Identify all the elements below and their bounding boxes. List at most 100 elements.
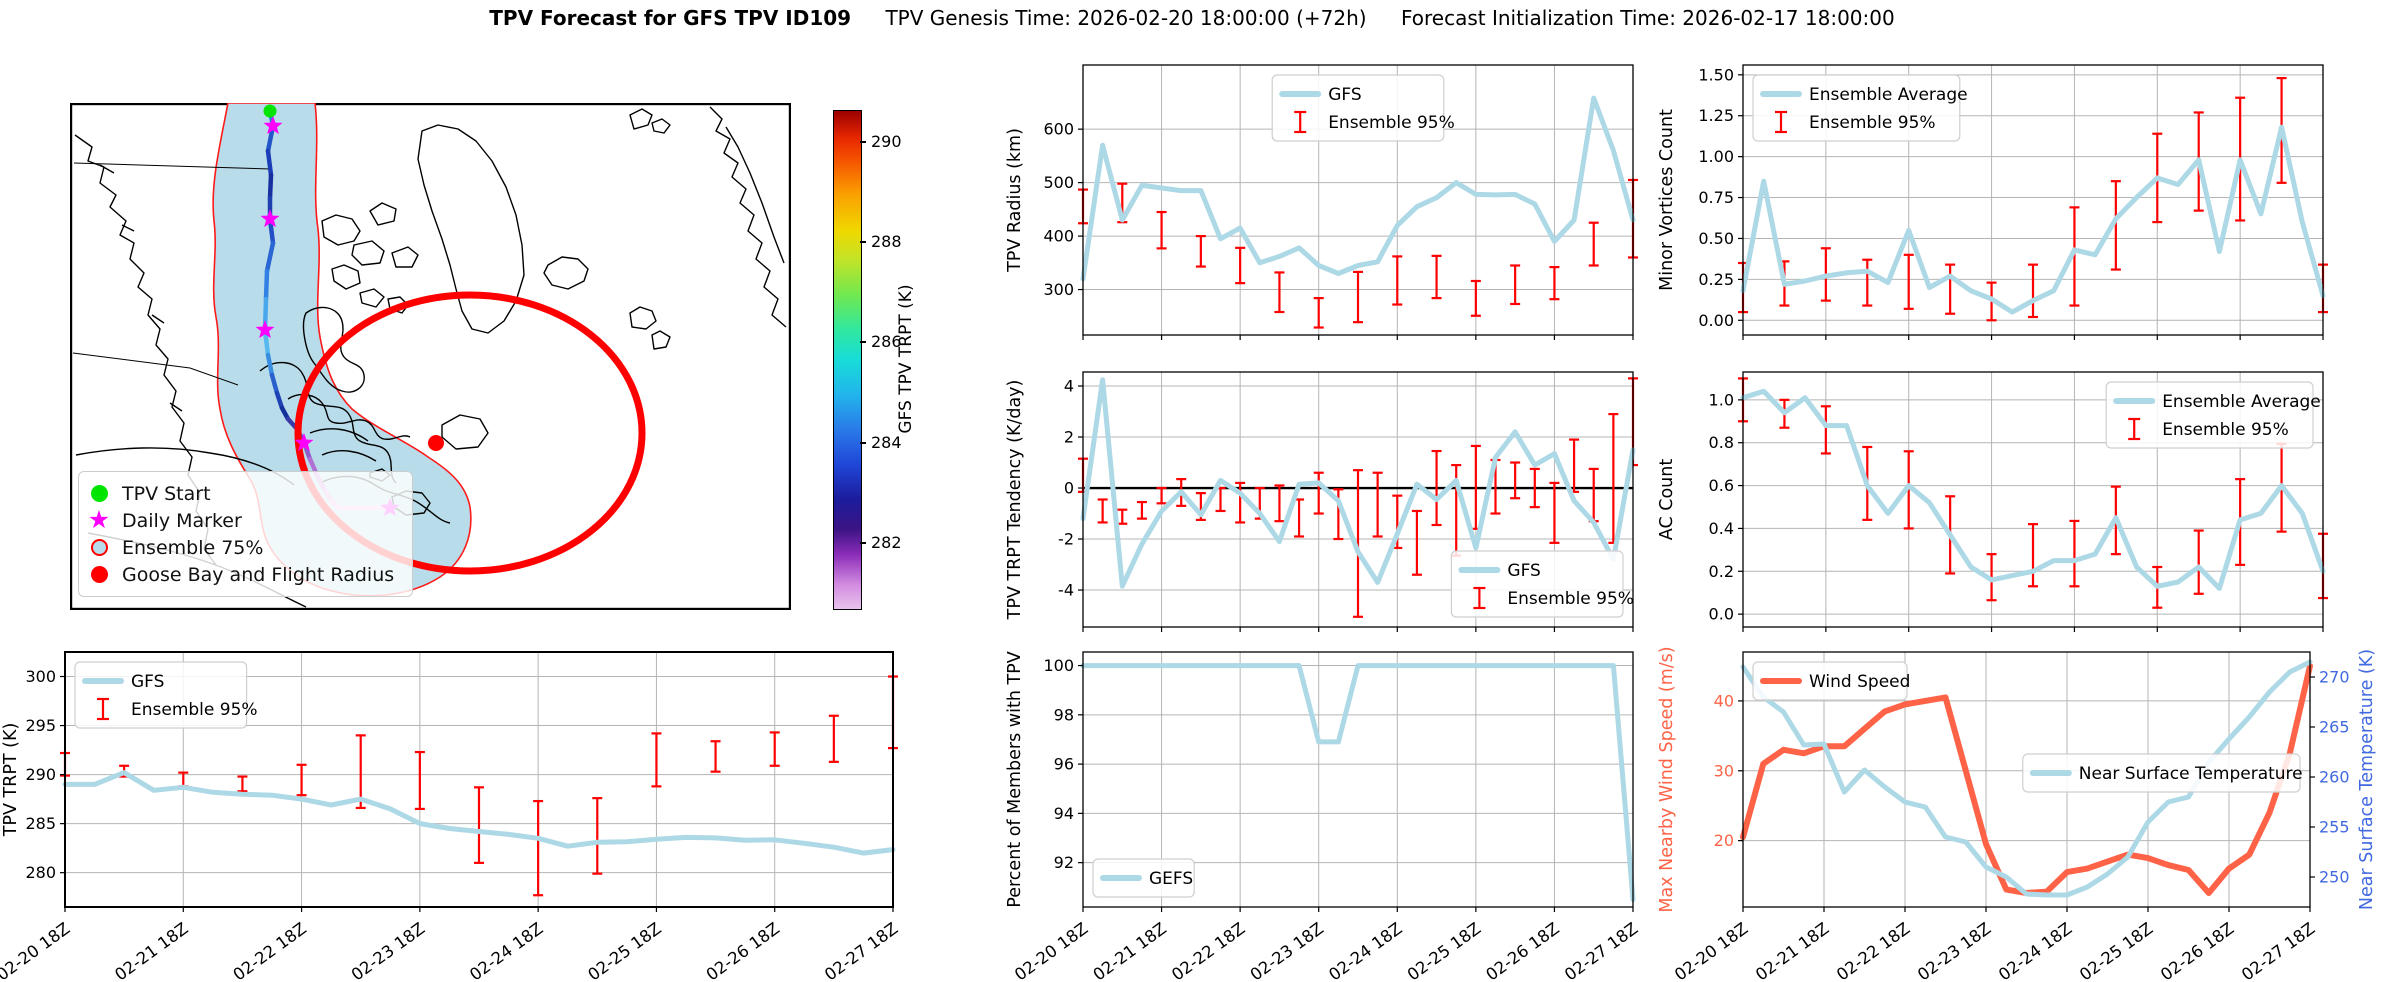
series-ensemble-average <box>1740 388 2326 591</box>
chart-legend: GFS Ensemble 95% <box>74 661 258 729</box>
y-tick-label: 100 <box>1043 656 1074 675</box>
chart-minor-vortices: 0.00 0.25 0.50 0.75 1.00 1.25 1.50 Minor Vortic… <box>1650 50 2350 354</box>
y-axis-label: TPV TRPT Tendency (K/day) <box>1005 380 1025 621</box>
legend-entry-label: Ensemble Average <box>2162 392 2321 412</box>
title-main: TPV Forecast for GFS TPV ID109 <box>489 6 852 30</box>
colorbar-tick-label: 284 <box>871 432 902 452</box>
x-tick-label: 02-23 18Z <box>1914 919 1994 982</box>
y-tick-label: 0.00 <box>1698 311 1734 330</box>
track-map: TPV Start ★ Daily Marker Ensemble 75% Go… <box>70 103 791 610</box>
y-tick-label: 0.8 <box>1709 433 1734 452</box>
chart-legend: Ensemble Average Ensemble 95% <box>2105 381 2321 449</box>
y-tick-label: 400 <box>1043 227 1074 246</box>
y-tick-label: 0.0 <box>1709 605 1734 624</box>
plot-border <box>1742 64 2324 336</box>
y-tick-label: 1.00 <box>1698 147 1734 166</box>
y-tick-label: 0.50 <box>1698 229 1734 248</box>
y-tick-label: 295 <box>25 716 56 735</box>
chart-legend: Near Surface Temperature <box>2022 753 2303 793</box>
right-y-tick-label: 250 <box>2319 868 2350 887</box>
x-tick-label: 02-27 18Z <box>1561 919 1641 982</box>
y-tick-label: 0.6 <box>1709 476 1734 495</box>
colorbar <box>833 110 862 610</box>
y-axis-label: AC Count <box>1657 459 1677 541</box>
chart-wind-temp: 20 30 40 250 255 260 265 270 02-20 18Z 02-21 18Z 0… <box>1650 637 2384 982</box>
goose-bay-dot <box>428 435 444 451</box>
y-tick-label: -4 <box>1058 581 1074 600</box>
legend-entry-label: Ensemble Average <box>1809 85 1968 105</box>
tpv-start-dot <box>263 104 277 118</box>
legend-item-daily-marker: ★ Daily Marker <box>88 507 394 534</box>
ensemble-75-icon <box>91 539 108 556</box>
y-tick-label: 0.2 <box>1709 562 1734 581</box>
y-axis-label: TPV TRPT (K) <box>1 723 21 838</box>
plot-border <box>1742 651 2311 908</box>
legend-entry-label: Ensemble 95% <box>2162 420 2289 440</box>
legend-entry-label: Ensemble 95% <box>1328 113 1455 133</box>
x-tick-label: 02-27 18Z <box>2238 919 2318 982</box>
y-tick-label: 96 <box>1054 755 1074 774</box>
y-tick-label: 290 <box>25 765 56 784</box>
legend-entry-label: Near Surface Temperature <box>2079 764 2303 784</box>
legend-item-tpv-start: TPV Start <box>91 480 394 507</box>
chart-legend: Wind Speed <box>1752 661 1910 701</box>
series-gefs <box>1080 663 1636 903</box>
colorbar-tick-mark <box>860 141 866 144</box>
right-y-tick-label: 255 <box>2319 818 2350 837</box>
plot-border <box>1742 371 2324 628</box>
x-tick-label: 02-25 18Z <box>584 919 664 982</box>
chart-tpv-radius: 300 400 500 600 TPV Radius (km) GFS Ensemble 9… <box>1000 50 1650 354</box>
y-tick-label: 285 <box>25 814 56 833</box>
legend-label: Ensemble 75% <box>122 536 264 559</box>
y-tick-label: 94 <box>1054 804 1074 823</box>
chart-percent-members: 92 94 96 98 100 02-20 18Z 02-21 18Z 02-22 18Z 02… <box>1000 637 1650 982</box>
x-tick-label: 02-21 18Z <box>111 919 191 982</box>
legend-entry-label: Ensemble 95% <box>1809 113 1936 133</box>
plot-border <box>64 651 894 908</box>
y-axis-label: Minor Vortices Count <box>1657 109 1677 291</box>
chart-legend: GEFS <box>1092 858 1195 898</box>
x-tick-label: 02-22 18Z <box>1833 919 1913 982</box>
series-gfs <box>1080 95 1636 282</box>
colorbar-tick-mark <box>860 241 866 244</box>
axis-ticks: -4 -2 0 2 4 <box>1058 377 1634 632</box>
colorbar-tick-mark <box>860 341 866 344</box>
title-init-time: Forecast Initialization Time: 2026-02-17… <box>1400 6 1895 30</box>
y-tick-label: 0.75 <box>1698 188 1734 207</box>
legend-entry-label: Ensemble 95% <box>131 700 258 720</box>
chart-legend: GFS Ensemble 95% <box>1450 550 1634 618</box>
plot-border <box>1082 371 1634 628</box>
plot-border <box>1082 651 1634 908</box>
x-tick-label: 02-23 18Z <box>348 919 428 982</box>
tpv-start-icon <box>91 485 108 502</box>
y-tick-label: 4 <box>1064 377 1074 396</box>
legend-entry-label: Wind Speed <box>1809 672 1910 692</box>
x-tick-label: 02-25 18Z <box>1404 919 1484 982</box>
colorbar-tick-mark <box>860 441 866 444</box>
y-tick-label: 40 <box>1714 691 1734 710</box>
x-tick-label: 02-23 18Z <box>1247 919 1327 982</box>
x-tick-label: 02-26 18Z <box>703 919 783 982</box>
chart-trpt-tendency: -4 -2 0 2 4 TPV TRPT Tendency (K/day) GFS Ensem… <box>1000 357 1650 646</box>
x-tick-label: 02-20 18Z <box>0 919 73 982</box>
chart-svg-trpt_tendency: -4 -2 0 2 4 TPV TRPT Tendency (K/day) GFS Ensem… <box>1005 371 1638 632</box>
axis-ticks: 0.0 0.2 0.4 0.6 0.8 1.0 <box>1709 390 2324 632</box>
chart-ac-count: 0.0 0.2 0.4 0.6 0.8 1.0 AC Count Ensemble Avera… <box>1650 357 2350 646</box>
legend-label: Goose Bay and Flight Radius <box>122 563 395 586</box>
y-tick-label: -2 <box>1058 530 1074 549</box>
right-y-axis-label: Near Surface Temperature (K) <box>2357 649 2377 910</box>
legend-entry-label: GFS <box>1507 561 1540 581</box>
y-axis-label: Percent of Members with TPV <box>1005 651 1025 907</box>
y-tick-label: 20 <box>1714 831 1734 850</box>
series-ensemble-average <box>1740 124 2326 315</box>
colorbar-tick-label: 286 <box>871 332 902 352</box>
title-genesis-time: TPV Genesis Time: 2026-02-20 18:00:00 (+… <box>885 6 1367 30</box>
legend-label: Daily Marker <box>122 509 242 532</box>
y-tick-label: 280 <box>25 863 56 882</box>
colorbar-label: GFS TPV TRPT (K) <box>896 284 916 434</box>
map-legend: TPV Start ★ Daily Marker Ensemble 75% Go… <box>78 471 414 597</box>
series-gfs <box>62 770 896 856</box>
